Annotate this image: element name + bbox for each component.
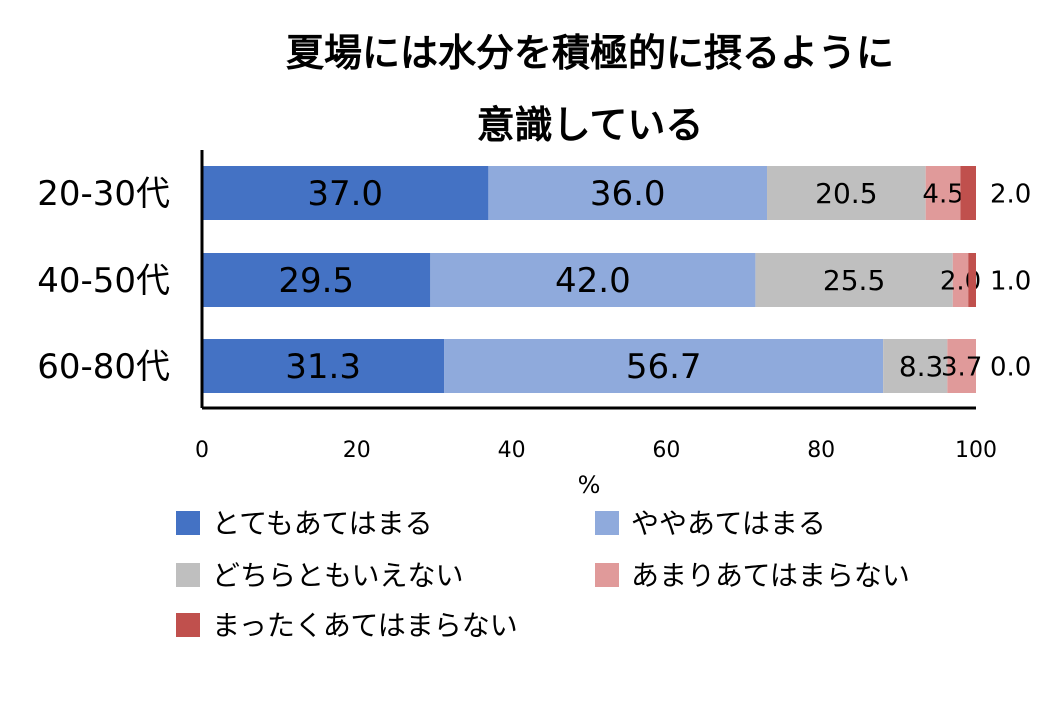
legend-swatch-3 xyxy=(176,563,200,587)
data-label-2-3: 25.5 xyxy=(823,264,885,297)
category-label-2: 40-50代 xyxy=(37,261,170,301)
legend-label-3: どちらともいえない xyxy=(212,559,463,592)
legend-swatch-4 xyxy=(595,563,619,587)
bar-1-1 xyxy=(202,166,489,220)
x-tick-label-1: 0 xyxy=(195,438,209,463)
x-tick-label-6: 100 xyxy=(955,438,997,463)
x-tick-label-5: 80 xyxy=(807,438,835,463)
legend-swatch-5 xyxy=(176,613,200,637)
x-tick-label-2: 20 xyxy=(343,438,371,463)
category-label-1: 20-30代 xyxy=(37,174,170,214)
data-label-3-4: 3.7 xyxy=(941,352,982,382)
category-label-3: 60-80代 xyxy=(37,347,170,387)
chart-title-line-1: 夏場には水分を積極的に摂るように xyxy=(286,31,894,75)
data-label-1-4: 4.5 xyxy=(922,179,963,209)
bar-2-3 xyxy=(755,253,953,307)
data-label-3-1: 31.3 xyxy=(285,347,361,387)
data-label-1-3: 20.5 xyxy=(815,177,877,210)
bar-1-4 xyxy=(925,166,961,220)
data-label-2-2: 42.0 xyxy=(555,261,631,301)
data-label-2-1: 29.5 xyxy=(278,261,354,301)
legend-label-1: とてもあてはまる xyxy=(212,507,433,540)
bar-1-5 xyxy=(960,166,976,220)
legend-label-4: あまりあてはまらない xyxy=(631,559,910,592)
data-label-1-1: 37.0 xyxy=(307,174,383,214)
bar-3-2 xyxy=(444,339,884,393)
x-tick-label-4: 60 xyxy=(652,438,680,463)
bar-1-3 xyxy=(767,166,926,220)
data-label-3-2: 56.7 xyxy=(626,347,702,387)
chart-title-line-2: 意識している xyxy=(477,103,704,147)
bar-2-5 xyxy=(968,253,976,307)
data-label-3-5: 0.0 xyxy=(990,352,1031,382)
bar-3-3 xyxy=(883,339,948,393)
bar-3-4 xyxy=(947,339,976,393)
bar-2-4 xyxy=(952,253,969,307)
bar-2-1 xyxy=(202,253,431,307)
legend-label-5: まったくあてはまらない xyxy=(212,609,518,642)
bar-3-1 xyxy=(202,339,445,393)
data-label-3-3: 8.3 xyxy=(899,350,944,383)
bar-2-2 xyxy=(430,253,756,307)
legend-label-2: ややあてはまる xyxy=(631,507,826,540)
data-label-2-5: 1.0 xyxy=(990,266,1031,296)
bar-1-2 xyxy=(488,166,768,220)
legend-swatch-1 xyxy=(176,511,200,535)
x-axis-title: % xyxy=(578,471,601,499)
data-label-1-5: 2.0 xyxy=(990,179,1031,209)
data-label-1-2: 36.0 xyxy=(590,174,666,214)
legend-swatch-2 xyxy=(595,511,619,535)
x-tick-label-3: 40 xyxy=(498,438,526,463)
